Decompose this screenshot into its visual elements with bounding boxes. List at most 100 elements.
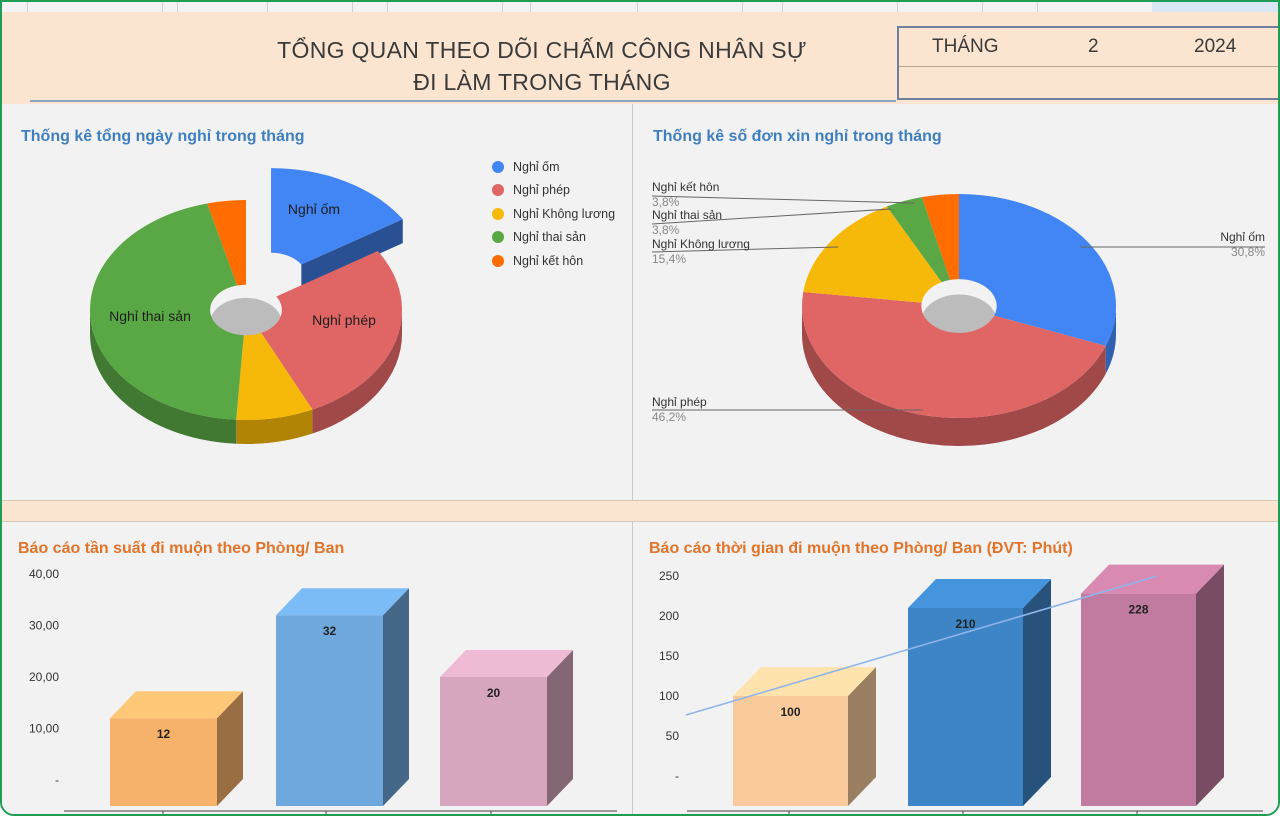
c3-bar-side-0 [217,691,243,806]
dashboard-header: TỔNG QUAN THEO DÕI CHẤM CÔNG NHÂN SỰ ĐI … [2,12,1278,105]
c1-label-paid-leave: Nghỉ phép [312,312,376,328]
c4-bar-top-1 [908,579,1051,608]
c2-slice-unpaid [803,206,942,303]
c2-label-maternity: Nghỉ thai sản [652,208,722,222]
c3-ytick-1: 10,00 [29,722,59,736]
c4-value-label-2: 228 [1128,603,1148,617]
legend-item-maternity[interactable]: Nghỉ thai sản [492,226,615,250]
c4-bar-front-0 [733,696,848,806]
c2-side-paid-leave [802,306,1106,446]
c2-label-wedding: Nghỉ kết hôn [652,180,719,194]
c3-bar-side-2 [547,650,573,806]
c4-bar-0 [733,667,876,806]
c2-leader-maternity [651,208,892,225]
c1-slices [90,168,403,444]
c3-bar-top-0 [110,691,243,719]
month-box-divider [899,66,1278,67]
c3-ytick-4: 40,00 [29,567,59,581]
c4-ytick-1: 50 [666,729,680,743]
legend-item-wedding[interactable]: Nghỉ kết hôn [492,249,615,273]
selected-column[interactable] [1152,2,1278,12]
title-line-1: TỔNG QUAN THEO DÕI CHẤM CÔNG NHÂN SỰ [277,37,807,63]
chart3-title: Báo cáo tần suất đi muộn theo Phòng/ Ban [18,540,345,557]
c1-cut-sick [301,219,403,289]
c3-bar-front-0 [110,718,217,806]
c4-bar-side-1 [1023,579,1051,806]
c3-bar-top-2 [440,650,573,677]
title-underline [30,100,896,102]
c1-slice-wedding [207,200,246,286]
c3-ytick-3: 30,00 [29,619,59,633]
c4-ytick-3: 150 [659,649,679,663]
legend-item-sick[interactable]: Nghỉ ốm [492,155,615,179]
c3-value-label-0: 12 [157,727,171,741]
c2-leader-wedding [651,195,916,204]
c2-percent-maternity: 3,8% [652,223,680,237]
c4-trendline [685,575,1158,716]
c2-slice-sick [959,194,1116,346]
c4-bar-side-2 [1196,564,1224,806]
c1-label-sick: Nghỉ ốm [288,201,340,217]
c1-side-paid-leave [312,310,402,434]
c4-bar-2 [1081,564,1224,806]
c3-value-label-1: 32 [323,624,337,638]
c3-bar-0 [110,691,243,806]
c2-percent-wedding: 3,8% [652,195,680,209]
c2-slice-paid-leave [802,291,1106,418]
month-selector-box [897,26,1278,100]
c2-label-unpaid: Nghỉ Không lương [652,237,750,251]
legend-label-unpaid: Nghỉ Không lương [513,206,616,221]
month-label: THÁNG [932,36,999,57]
c1-label-maternity: Nghỉ thai sản [109,308,191,324]
title-line-2: ĐI LÀM TRONG THÁNG [413,69,671,95]
c3-bar-2 [440,650,573,806]
c4-bar-top-2 [1081,564,1224,594]
legend-item-paid-leave[interactable]: Nghỉ phép [492,179,615,203]
c3-bar-top-1 [276,588,409,616]
c3-bar-front-2 [440,677,547,806]
c4-ytick-0: - [675,769,679,783]
section-separator [2,500,1278,522]
panel-divider-top [632,104,633,500]
c1-side-maternity [90,310,237,444]
legend-label-wedding: Nghỉ kết hôn [513,253,584,268]
c3-bar-front-1 [276,615,383,806]
chart4-title: Báo cáo thời gian đi muộn theo Phòng/ Ba… [649,540,1073,557]
chart1-legend: Nghỉ ốm Nghỉ phép Nghỉ Không lương Nghỉ … [492,155,615,273]
legend-dot-sick [492,160,504,173]
c2-label-sick: Nghỉ ốm [1220,230,1265,244]
month-value-cell[interactable]: 2 [1088,36,1099,57]
c2-leader-unpaid [651,246,839,253]
c2-percent-sick: 30,8% [1231,245,1265,259]
c2-label-paid-leave: Nghỉ phép [652,395,707,409]
c1-slice-sick [271,168,403,265]
legend-label-sick: Nghỉ ốm [513,159,560,174]
page-title: TỔNG QUAN THEO DÕI CHẤM CÔNG NHÂN SỰ ĐI … [162,34,922,98]
c1-slice-unpaid [236,332,313,420]
c4-bar-top-0 [733,667,876,696]
chart2-title: Thống kê số đơn xin nghỉ trong tháng [653,128,942,145]
chart1-title: Thống kê tổng ngày nghỉ trong tháng [21,128,305,145]
c4-ytick-5: 250 [659,569,679,583]
c4-bar-front-1 [908,608,1023,806]
year-value-cell[interactable]: 2024 [1194,36,1237,57]
legend-label-paid-leave: Nghỉ phép [513,183,570,198]
legend-dot-paid-leave [492,184,504,197]
c4-value-label-1: 210 [955,617,975,631]
c4-bar-side-0 [848,667,876,806]
c3-bar-1 [276,588,409,806]
c4-value-label-0: 100 [780,705,800,719]
panel-divider-bottom [632,522,633,814]
c1-side-unpaid [236,409,313,444]
c3-ytick-2: 20,00 [29,670,59,684]
legend-item-unpaid[interactable]: Nghỉ Không lương [492,202,615,226]
c3-value-label-2: 20 [487,686,501,700]
legend-dot-maternity [492,231,504,244]
c2-percent-paid-leave: 46,2% [652,410,686,424]
c2-side-sick [1105,306,1116,374]
c1-slice-paid-leave [261,251,402,410]
c2-slice-maternity [886,197,951,283]
c3-ytick-0: - [55,773,59,787]
